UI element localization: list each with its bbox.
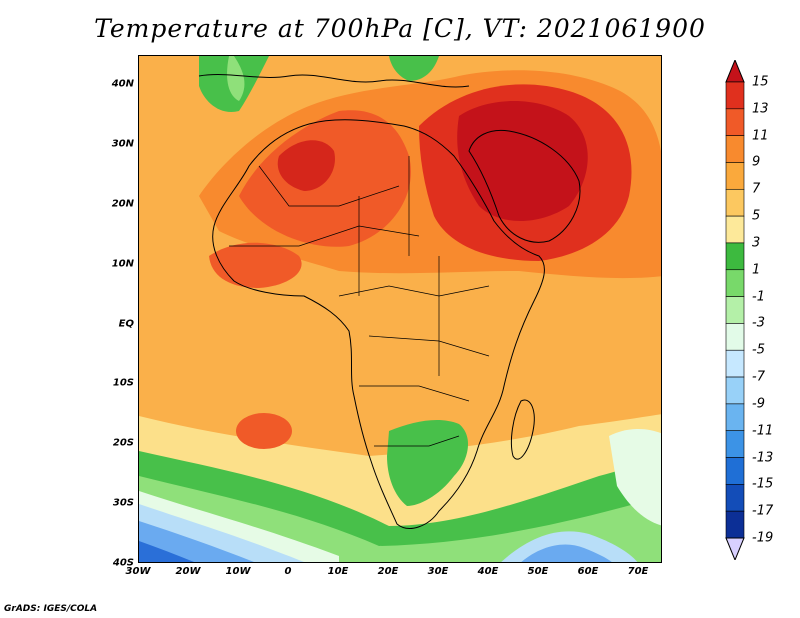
colorbar-swatch — [725, 457, 745, 485]
country-borders — [229, 156, 490, 447]
colorbar-swatch — [725, 269, 745, 297]
med-green-east — [389, 56, 439, 81]
colorbar-label: -5 — [752, 342, 765, 358]
credit-text: GrADS: IGES/COLA — [4, 604, 98, 614]
colorbar-label: -9 — [752, 396, 765, 412]
lat-tick: 30N — [111, 138, 134, 150]
lon-tick: 20E — [377, 566, 399, 577]
lat-tick: 10N — [111, 258, 134, 270]
map-panel — [138, 55, 662, 563]
colorbar-label: 11 — [752, 128, 769, 144]
chart-title: Temperature at 700hPa [C], VT: 202106190… — [94, 14, 706, 43]
colorbar-swatch — [725, 349, 745, 378]
lat-tick: 40S — [112, 557, 134, 569]
lon-tick: 40E — [477, 566, 499, 577]
colorbar-swatch — [725, 108, 745, 136]
colorbar-label: 5 — [752, 208, 761, 224]
lon-tick: 50E — [527, 566, 549, 577]
colorbar-label: -13 — [752, 450, 774, 466]
colorbar-label: -15 — [752, 476, 774, 492]
lat-tick: 20N — [111, 198, 134, 210]
colorbar-bottom-arrow — [725, 537, 745, 560]
lon-tick: 70E — [627, 566, 649, 577]
west-africa-hot — [209, 242, 302, 288]
colorbar-swatch — [725, 510, 745, 539]
lat-tick: EQ — [118, 318, 134, 330]
colorbar-swatch — [725, 242, 745, 271]
colorbar-label: -11 — [752, 423, 774, 439]
colorbar-swatch — [725, 323, 745, 351]
colorbar-swatch — [725, 296, 745, 324]
madagascar-outline — [510, 399, 535, 460]
colorbar-label: 7 — [752, 181, 761, 197]
colorbar-label: -17 — [752, 503, 774, 519]
colorbar-label: 15 — [752, 74, 769, 90]
colorbar-swatch — [725, 188, 745, 217]
lon-tick: 10W — [225, 566, 251, 577]
colorbar-top-arrow — [725, 60, 745, 83]
colorbar-label: 9 — [752, 154, 761, 170]
colorbar-swatch — [725, 135, 745, 163]
lat-tick: 30S — [112, 497, 134, 509]
colorbar-label: 13 — [752, 101, 769, 117]
colorbar-label: -3 — [752, 315, 765, 331]
med-lightgreen — [227, 56, 245, 101]
europe-coast — [198, 74, 470, 88]
se-pale — [609, 429, 661, 526]
africa-outline — [212, 119, 545, 529]
se-blue — [521, 544, 612, 562]
lat-tick: 40N — [111, 78, 134, 90]
lon-tick: 60E — [577, 566, 599, 577]
atlantic-warm-blob — [236, 413, 292, 449]
lat-tick: 20S — [112, 437, 134, 449]
lat-tick: 10S — [112, 377, 134, 389]
colorbar-swatch — [725, 403, 745, 432]
sw-deep-blue — [139, 541, 194, 562]
temperature-map — [139, 56, 661, 562]
lon-tick: 0 — [284, 566, 292, 577]
colorbar-label: -1 — [752, 289, 765, 305]
colorbar-label: -7 — [752, 369, 765, 385]
colorbar-label: 1 — [752, 262, 761, 278]
lon-tick: 20W — [175, 566, 201, 577]
colorbar-label: -19 — [752, 530, 774, 546]
colorbar-swatch — [725, 81, 745, 110]
lon-tick: 10E — [327, 566, 349, 577]
lon-tick: 30E — [427, 566, 449, 577]
southern-africa-green — [387, 420, 469, 506]
colorbar-swatch — [725, 430, 745, 458]
colorbar-swatch — [725, 484, 745, 512]
colorbar-label: 3 — [752, 235, 761, 251]
colorbar — [725, 60, 745, 560]
colorbar-swatch — [725, 376, 745, 405]
lon-tick: 30W — [125, 566, 151, 577]
colorbar-swatch — [725, 215, 745, 244]
arabia-outline — [468, 129, 581, 243]
colorbar-swatch — [725, 162, 745, 190]
sahara-hottest — [277, 140, 335, 191]
